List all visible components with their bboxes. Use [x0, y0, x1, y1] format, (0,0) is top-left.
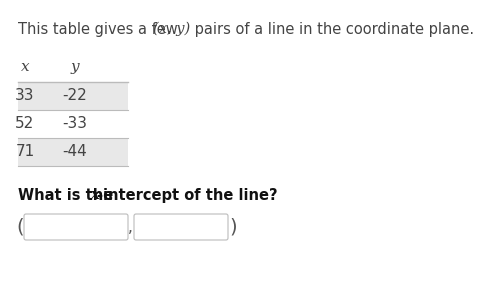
Text: 33: 33	[15, 89, 35, 104]
FancyBboxPatch shape	[134, 214, 227, 240]
Text: This table gives a few: This table gives a few	[18, 22, 182, 37]
Text: -22: -22	[63, 89, 87, 104]
Bar	[18, 82, 128, 110]
Text: -33: -33	[63, 117, 87, 132]
Bar	[18, 110, 128, 138]
Text: ): )	[228, 218, 236, 237]
Text: pairs of a line in the coordinate plane.: pairs of a line in the coordinate plane.	[189, 22, 473, 37]
Text: -44: -44	[63, 145, 87, 160]
Text: 71: 71	[16, 145, 35, 160]
Text: ,: ,	[128, 220, 133, 235]
Text: x: x	[90, 188, 99, 202]
Text: (x, y): (x, y)	[152, 22, 189, 37]
Text: What is the: What is the	[18, 188, 118, 203]
Text: 52: 52	[16, 117, 35, 132]
Text: (: (	[16, 218, 24, 237]
Text: y: y	[71, 60, 79, 74]
Text: x: x	[21, 60, 29, 74]
Bar	[18, 138, 128, 166]
Text: -intercept of the line?: -intercept of the line?	[97, 188, 277, 203]
FancyBboxPatch shape	[24, 214, 128, 240]
